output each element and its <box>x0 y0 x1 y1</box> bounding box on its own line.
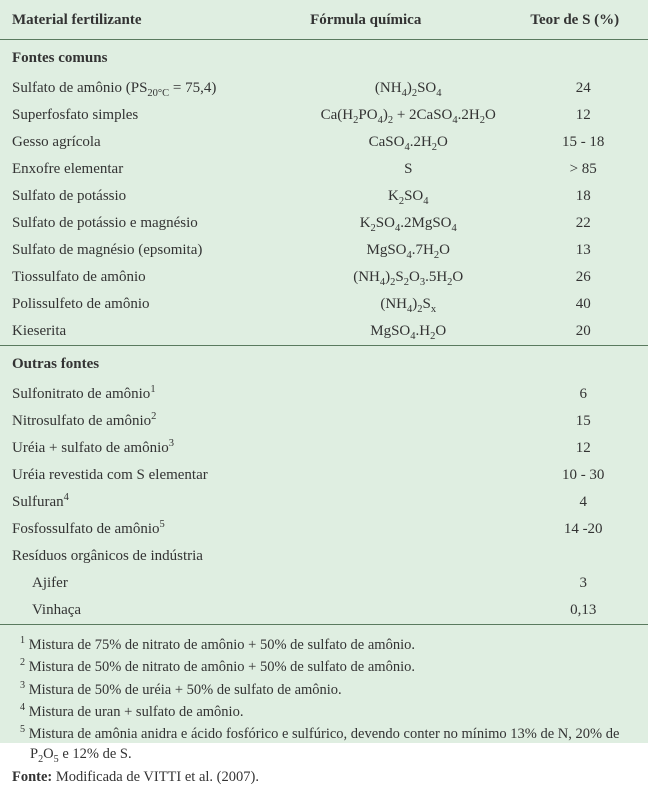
header-material: Material fertilizante <box>0 0 298 40</box>
cell-teor: 12 <box>518 435 648 462</box>
cell-material: Tiossulfato de amônio <box>0 264 298 291</box>
cell-formula: MgSO4.H2O <box>298 318 518 346</box>
table-row: Sulfato de magnésio (epsomita)MgSO4.7H2O… <box>0 237 648 264</box>
cell-teor: 4 <box>518 489 648 516</box>
cell-formula <box>298 408 518 435</box>
section-label: Outras fontes <box>0 346 648 381</box>
cell-teor: 22 <box>518 210 648 237</box>
cell-formula: (NH4)2S2O3.5H2O <box>298 264 518 291</box>
table-row: Resíduos orgânicos de indústria <box>0 543 648 570</box>
cell-formula <box>298 381 518 408</box>
cell-formula: Ca(H2PO4)2 + 2CaSO4.2H2O <box>298 102 518 129</box>
table-row: KieseritaMgSO4.H2O20 <box>0 318 648 346</box>
footnote: 3 Mistura de 50% de uréia + 50% de sulfa… <box>12 680 636 700</box>
cell-teor: > 85 <box>518 156 648 183</box>
cell-material: Sulfato de amônio (PS20°C = 75,4) <box>0 75 298 102</box>
cell-formula: K2SO4 <box>298 183 518 210</box>
cell-material: Uréia + sulfato de amônio3 <box>0 435 298 462</box>
cell-material: Kieserita <box>0 318 298 346</box>
cell-teor: 20 <box>518 318 648 346</box>
table-row: Superfosfato simplesCa(H2PO4)2 + 2CaSO4.… <box>0 102 648 129</box>
cell-material: Resíduos orgânicos de indústria <box>0 543 298 570</box>
cell-formula <box>298 489 518 516</box>
section-label: Fontes comuns <box>0 40 648 76</box>
cell-material: Fosfossulfato de amônio5 <box>0 516 298 543</box>
cell-formula <box>298 543 518 570</box>
cell-teor: 26 <box>518 264 648 291</box>
cell-teor: 12 <box>518 102 648 129</box>
cell-material: Ajifer <box>0 570 298 597</box>
cell-formula: K2SO4.2MgSO4 <box>298 210 518 237</box>
header-formula: Fórmula química <box>298 0 518 40</box>
cell-material: Superfosfato simples <box>0 102 298 129</box>
cell-teor: 40 <box>518 291 648 318</box>
table-row: Ajifer 3 <box>0 570 648 597</box>
cell-teor: 18 <box>518 183 648 210</box>
table-row: Tiossulfato de amônio(NH4)2S2O3.5H2O26 <box>0 264 648 291</box>
source-line: Fonte: Modificada de VITTI et al. (2007)… <box>12 767 636 787</box>
footnote: 1 Mistura de 75% de nitrato de amônio + … <box>12 635 636 655</box>
cell-teor: 13 <box>518 237 648 264</box>
table-row: Nitrosulfato de amônio2 15 <box>0 408 648 435</box>
table-header: Material fertilizante Fórmula química Te… <box>0 0 648 40</box>
cell-material: Gesso agrícola <box>0 129 298 156</box>
footnote: 4 Mistura de uran + sulfato de amônio. <box>12 702 636 722</box>
table-row: Sulfato de potássioK2SO418 <box>0 183 648 210</box>
table-row: Gesso agrícolaCaSO4.2H2O15 - 18 <box>0 129 648 156</box>
cell-formula: MgSO4.7H2O <box>298 237 518 264</box>
fertilizer-table: Material fertilizante Fórmula química Te… <box>0 0 648 624</box>
cell-teor: 10 - 30 <box>518 462 648 489</box>
cell-material: Uréia revestida com S elementar <box>0 462 298 489</box>
footnote: 2 Mistura de 50% de nitrato de amônio + … <box>12 657 636 677</box>
cell-material: Sulfato de magnésio (epsomita) <box>0 237 298 264</box>
cell-material: Polissulfeto de amônio <box>0 291 298 318</box>
cell-formula <box>298 597 518 624</box>
cell-teor: 14 -20 <box>518 516 648 543</box>
cell-formula <box>298 516 518 543</box>
footnotes-block: 1 Mistura de 75% de nitrato de amônio + … <box>0 624 648 801</box>
cell-formula <box>298 462 518 489</box>
fertilizer-table-page: Material fertilizante Fórmula química Te… <box>0 0 648 743</box>
cell-teor: 6 <box>518 381 648 408</box>
cell-material: Sulfato de potássio <box>0 183 298 210</box>
cell-material: Sulfonitrato de amônio1 <box>0 381 298 408</box>
table-row: Sulfuran4 4 <box>0 489 648 516</box>
cell-formula <box>298 570 518 597</box>
table-row: Fosfossulfato de amônio5 14 -20 <box>0 516 648 543</box>
cell-material: Nitrosulfato de amônio2 <box>0 408 298 435</box>
table-row: Polissulfeto de amônio(NH4)2Sx40 <box>0 291 648 318</box>
table-row: Sulfonitrato de amônio1 6 <box>0 381 648 408</box>
cell-formula: (NH4)2SO4 <box>298 75 518 102</box>
table-row: Sulfato de amônio (PS20°C = 75,4)(NH4)2S… <box>0 75 648 102</box>
cell-formula: (NH4)2Sx <box>298 291 518 318</box>
cell-teor: 0,13 <box>518 597 648 624</box>
table-row: Enxofre elementarS> 85 <box>0 156 648 183</box>
section-row: Outras fontes <box>0 346 648 381</box>
cell-teor: 15 - 18 <box>518 129 648 156</box>
cell-material: Enxofre elementar <box>0 156 298 183</box>
cell-teor: 3 <box>518 570 648 597</box>
cell-teor <box>518 543 648 570</box>
table-row: Uréia + sulfato de amônio3 12 <box>0 435 648 462</box>
cell-formula <box>298 435 518 462</box>
table-body: Fontes comunsSulfato de amônio (PS20°C =… <box>0 40 648 625</box>
cell-material: Sulfato de potássio e magnésio <box>0 210 298 237</box>
table-row: Sulfato de potássio e magnésioK2SO4.2MgS… <box>0 210 648 237</box>
cell-teor: 15 <box>518 408 648 435</box>
section-row: Fontes comuns <box>0 40 648 76</box>
cell-material: Vinhaça <box>0 597 298 624</box>
cell-formula: CaSO4.2H2O <box>298 129 518 156</box>
footnote: 5 Mistura de amônia anidra e ácido fosfó… <box>12 724 636 765</box>
cell-formula: S <box>298 156 518 183</box>
table-row: Vinhaça 0,13 <box>0 597 648 624</box>
cell-material: Sulfuran4 <box>0 489 298 516</box>
header-teor: Teor de S (%) <box>518 0 648 40</box>
table-row: Uréia revestida com S elementar 10 - 30 <box>0 462 648 489</box>
cell-teor: 24 <box>518 75 648 102</box>
